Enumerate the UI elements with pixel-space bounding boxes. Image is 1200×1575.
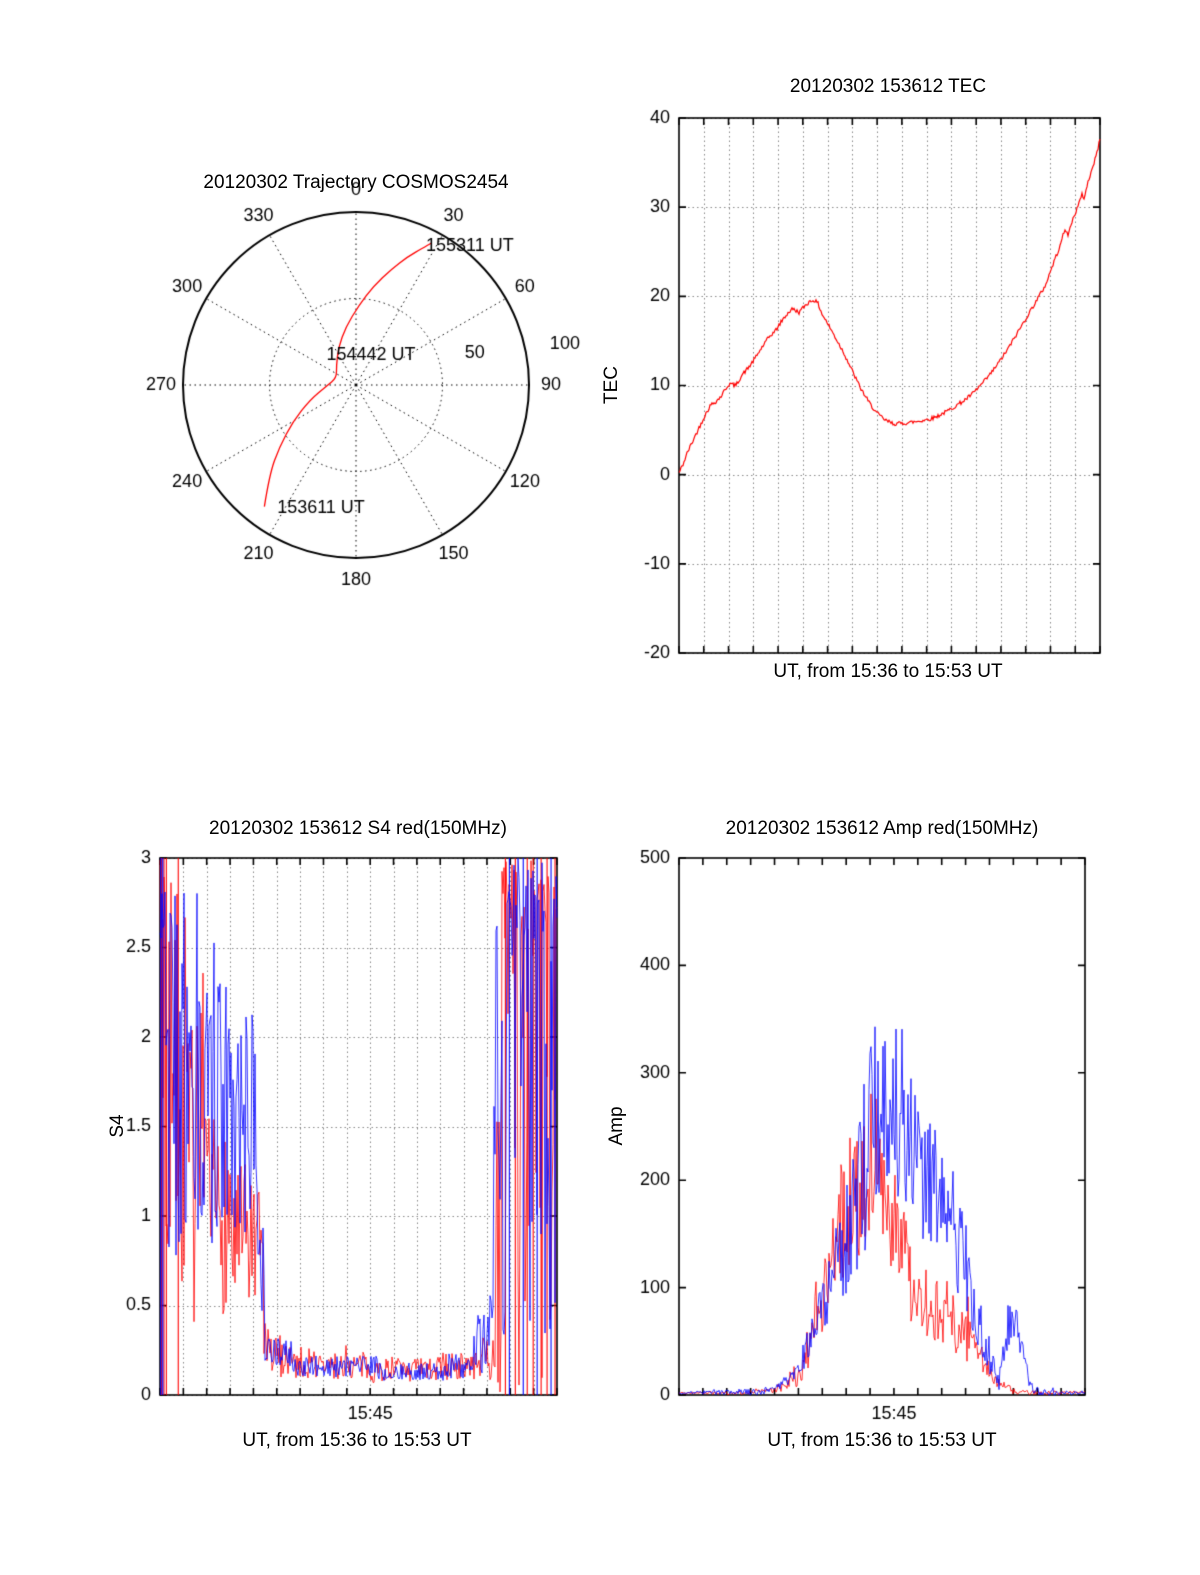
- s4-plot-title: 20120302 153612 S4 red(150MHz): [209, 818, 507, 839]
- tec-plot-title: 20120302 153612 TEC: [789, 76, 987, 97]
- trajectory-polar-plot: [90, 150, 630, 650]
- s4-plot: [100, 840, 580, 1450]
- amp-plot-title: 20120302 153612 Amp red(150MHz): [725, 818, 1039, 839]
- amp-plot: [620, 840, 1120, 1450]
- tec-plot: [600, 100, 1140, 690]
